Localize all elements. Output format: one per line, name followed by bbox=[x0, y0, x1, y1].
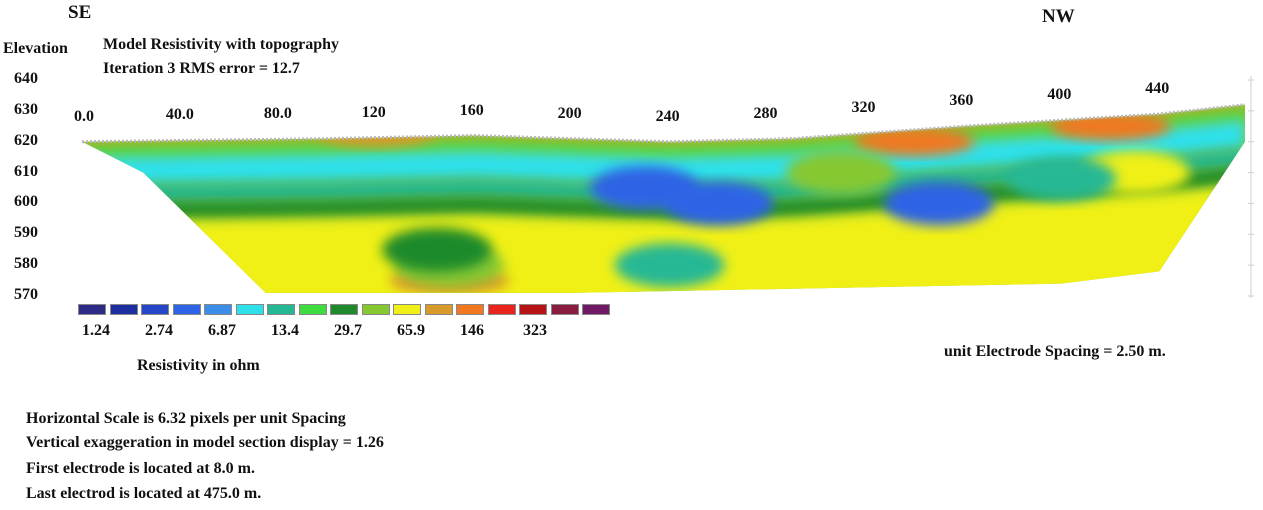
legend-swatch bbox=[519, 304, 547, 315]
legend-swatch bbox=[582, 304, 610, 315]
y-tick-label: 630 bbox=[14, 100, 38, 118]
y-axis-label: Elevation bbox=[3, 40, 68, 57]
resistivity-band bbox=[82, 104, 1245, 148]
legend-swatch bbox=[235, 304, 264, 315]
topography-surface-line bbox=[81, 103, 1246, 144]
first-electrode-note: First electrode is located at 8.0 m. bbox=[26, 460, 255, 477]
vertical-exaggeration-note: Vertical exaggeration in model section d… bbox=[26, 434, 384, 451]
legend-label: 146 bbox=[460, 322, 484, 339]
resistivity-anomaly bbox=[315, 118, 436, 147]
legend-label: 1.24 bbox=[82, 322, 110, 339]
x-tick-label: 320 bbox=[851, 99, 876, 117]
x-tick-label: 120 bbox=[361, 103, 386, 121]
legend-label: 65.9 bbox=[397, 322, 425, 339]
legend-swatch bbox=[109, 304, 138, 315]
resistivity-anomaly bbox=[786, 150, 897, 195]
chart-title: Model Resistivity with topography bbox=[103, 36, 339, 53]
horizontal-scale-note: Horizontal Scale is 6.32 pixels per unit… bbox=[26, 410, 346, 427]
x-tick-label: 280 bbox=[753, 105, 778, 123]
resistivity-anomaly bbox=[1050, 112, 1171, 141]
resistivity-anomaly bbox=[854, 127, 975, 156]
legend-swatch bbox=[393, 304, 421, 315]
legend-swatch bbox=[172, 304, 201, 315]
legend-label: 2.74 bbox=[145, 322, 173, 339]
legend-swatch bbox=[204, 304, 232, 315]
legend-swatch bbox=[361, 304, 390, 315]
y-tick-label: 640 bbox=[14, 70, 38, 87]
electrode-spacing-note: unit Electrode Spacing = 2.50 m. bbox=[944, 343, 1166, 360]
y-tick-label: 610 bbox=[14, 162, 38, 180]
legend-swatch bbox=[424, 304, 453, 315]
y-tick-label: 600 bbox=[14, 193, 38, 211]
x-tick-label: 0.0 bbox=[74, 107, 94, 125]
direction-nw: NW bbox=[1042, 6, 1075, 27]
chart-subtitle: Iteration 3 RMS error = 12.7 bbox=[103, 60, 300, 77]
direction-se: SE bbox=[68, 2, 92, 23]
x-tick-label: 80.0 bbox=[263, 105, 292, 123]
legend-label: 29.7 bbox=[334, 322, 362, 339]
resistivity-band bbox=[82, 166, 1245, 222]
last-electrode-note: Last electrod is located at 475.0 m. bbox=[26, 485, 262, 502]
x-tick-label: 160 bbox=[459, 101, 484, 119]
legend-swatch bbox=[298, 304, 327, 315]
y-tick-label: 580 bbox=[14, 255, 38, 273]
resistivity-anomaly bbox=[382, 227, 493, 272]
legend-label: 6.87 bbox=[208, 322, 236, 339]
x-tick-label: 200 bbox=[557, 104, 582, 122]
resistivity-anomaly bbox=[883, 181, 994, 226]
legend-label: 323 bbox=[523, 322, 547, 339]
y-tick-label: 570 bbox=[14, 286, 38, 303]
x-tick-label: 240 bbox=[655, 107, 680, 125]
legend-unit-label: Resistivity in ohm bbox=[137, 357, 260, 374]
legend-swatch bbox=[141, 304, 169, 315]
legend-swatch bbox=[330, 304, 358, 315]
x-tick-label: 440 bbox=[1145, 79, 1170, 97]
resistivity-anomaly bbox=[1006, 156, 1117, 201]
resistivity-band bbox=[82, 147, 1245, 204]
legend-label: 13.4 bbox=[271, 322, 299, 339]
legend-swatch bbox=[267, 304, 295, 315]
x-tick-label: 360 bbox=[949, 92, 974, 110]
resistivity-anomaly bbox=[614, 243, 725, 288]
legend-swatch bbox=[487, 304, 516, 315]
resistivity-band bbox=[82, 120, 1245, 185]
y-tick-label: 590 bbox=[14, 224, 38, 242]
legend-swatch bbox=[78, 304, 106, 315]
resistivity-anomaly bbox=[663, 181, 774, 226]
x-tick-label: 400 bbox=[1047, 86, 1072, 104]
y-tick-label: 620 bbox=[14, 131, 38, 149]
legend-swatch bbox=[550, 304, 579, 315]
legend-swatch bbox=[456, 304, 484, 315]
x-tick-label: 40.0 bbox=[165, 106, 194, 124]
